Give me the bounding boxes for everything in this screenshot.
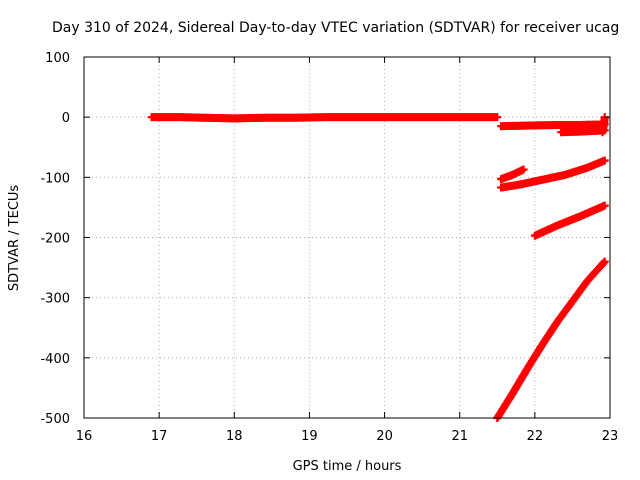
x-tick-label: 22: [527, 429, 544, 444]
data-point-marker: [600, 201, 609, 210]
y-axis-label: SDTVAR / TECUs: [7, 185, 22, 292]
x-tick-label: 20: [376, 429, 393, 444]
x-axis-label: GPS time / hours: [293, 459, 402, 474]
x-tick-label: 17: [151, 429, 168, 444]
x-tick-label: 23: [602, 429, 619, 444]
data-point-marker: [493, 113, 502, 122]
series-8: [493, 257, 609, 422]
x-tick-label: 21: [451, 429, 468, 444]
y-tick-label: 0: [62, 111, 70, 126]
series-2: [497, 120, 609, 131]
series-6: [497, 156, 609, 192]
x-tick-label: 18: [226, 429, 243, 444]
data-points: [147, 113, 609, 422]
y-tick-label: -200: [40, 232, 70, 247]
data-point-marker: [600, 156, 609, 165]
x-tick-label: 16: [76, 429, 93, 444]
y-tick-label: -400: [40, 352, 70, 367]
series-1: [147, 113, 502, 123]
y-tick-label: -100: [40, 171, 70, 186]
y-tick-label: 100: [45, 51, 70, 66]
series-5: [497, 165, 528, 184]
chart-title: Day 310 of 2024, Sidereal Day-to-day VTE…: [52, 20, 619, 36]
series-7: [530, 201, 609, 240]
axis-ticks: 16 17 18 19 20 21 22 23 100 0 -100 -200 -300 -400 -500: [40, 51, 618, 444]
x-tick-label: 19: [301, 429, 318, 444]
data-point-marker: [600, 257, 609, 266]
data-point-marker: [519, 165, 528, 174]
y-tick-label: -300: [40, 292, 70, 307]
series-4: [598, 113, 609, 137]
y-tick-label: -500: [40, 412, 70, 427]
